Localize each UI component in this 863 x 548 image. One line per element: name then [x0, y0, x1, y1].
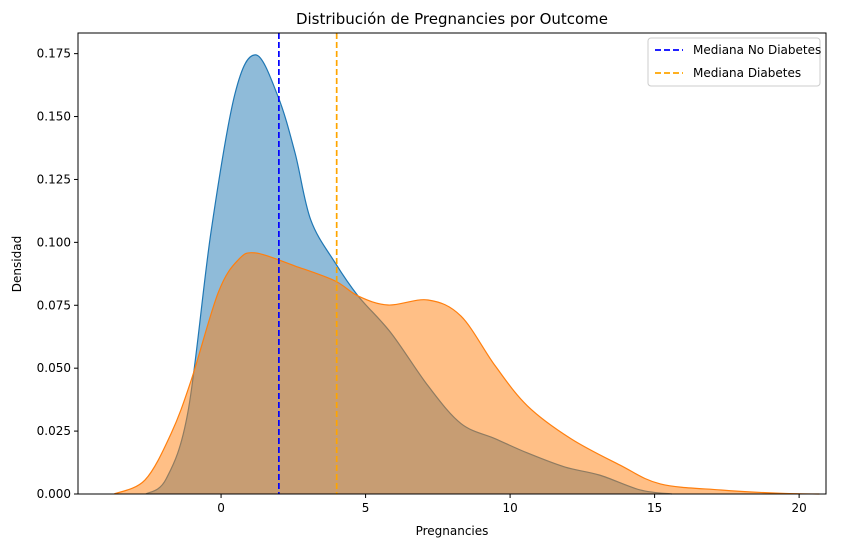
y-tick-label: 0.100: [37, 235, 71, 249]
x-tick-label: 20: [791, 501, 806, 515]
y-tick-label: 0.025: [37, 424, 71, 438]
y-tick-label: 0.050: [37, 361, 71, 375]
x-tick-label: 5: [362, 501, 370, 515]
y-tick-label: 0.125: [37, 172, 71, 186]
chart-title: Distribución de Pregnancies por Outcome: [296, 10, 608, 28]
y-axis-label: Densidad: [10, 236, 24, 292]
density-area-1: [114, 252, 820, 494]
x-tick-label: 10: [502, 501, 517, 515]
y-tick-label: 0.150: [37, 110, 71, 124]
density-line-1: [113, 252, 820, 495]
y-tick-label: 0.075: [37, 298, 71, 312]
legend-label-diabetes: Mediana Diabetes: [693, 66, 801, 80]
x-axis-label: Pregnancies: [416, 524, 489, 538]
x-tick-label: 15: [647, 501, 662, 515]
y-tick-label: 0.000: [37, 487, 71, 501]
plot-frame: [77, 32, 827, 495]
x-tick-label: 0: [217, 501, 225, 515]
legend-label-no-diabetes: Mediana No Diabetes: [693, 43, 821, 57]
y-tick-label: 0.175: [37, 47, 71, 61]
legend: Mediana No Diabetes Mediana Diabetes: [647, 37, 821, 87]
